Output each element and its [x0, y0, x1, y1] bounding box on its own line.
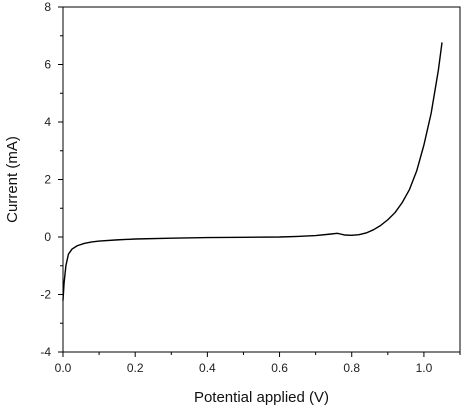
x-tick-label: 0.8 [343, 361, 360, 375]
y-tick-label: -4 [40, 345, 51, 359]
ticks: 0.0 0.2 0.4 0.6 0.8 1.0 -4 -2 0 2 4 6 8 [40, 0, 461, 375]
y-tick-label: 0 [44, 230, 51, 244]
y-tick-label: -2 [40, 288, 51, 302]
axes [62, 6, 461, 353]
y-tick-label: 4 [44, 115, 51, 129]
y-axis-title: Current (mA) [4, 136, 21, 223]
y-tick-label: 2 [44, 173, 51, 187]
x-tick-label: 0.4 [199, 361, 216, 375]
x-tick-label: 1.0 [416, 361, 433, 375]
x-tick-label: 0.2 [127, 361, 144, 375]
x-axis-title: Potential applied (V) [194, 389, 329, 406]
series-line [62, 42, 443, 301]
plot-area [62, 42, 443, 301]
x-tick-label: 0.0 [55, 361, 72, 375]
plot-frame [62, 6, 461, 353]
y-tick-label: 8 [44, 0, 51, 14]
y-tick-label: 6 [44, 58, 51, 72]
x-tick-label: 0.6 [271, 361, 288, 375]
